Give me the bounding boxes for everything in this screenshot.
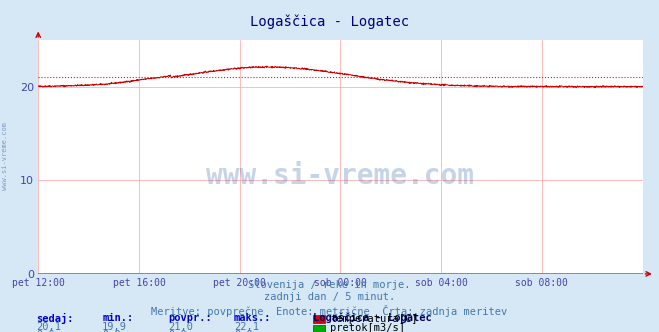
Text: www.si-vreme.com: www.si-vreme.com bbox=[2, 122, 9, 190]
Text: 22,1: 22,1 bbox=[234, 322, 259, 332]
Text: 0,0: 0,0 bbox=[36, 330, 55, 332]
Text: 0,0: 0,0 bbox=[234, 330, 252, 332]
Text: 0,0: 0,0 bbox=[102, 330, 121, 332]
Text: Meritve: povprečne  Enote: metrične  Črta: zadnja meritev: Meritve: povprečne Enote: metrične Črta:… bbox=[152, 305, 507, 317]
Text: temperatura[C]: temperatura[C] bbox=[330, 314, 418, 324]
Text: pretok[m3/s]: pretok[m3/s] bbox=[330, 323, 405, 332]
Text: 0,0: 0,0 bbox=[168, 330, 186, 332]
Text: 20,1: 20,1 bbox=[36, 322, 61, 332]
Text: Slovenija / reke in morje.: Slovenija / reke in morje. bbox=[248, 280, 411, 290]
Text: zadnji dan / 5 minut.: zadnji dan / 5 minut. bbox=[264, 292, 395, 302]
Text: Logaščica - Logatec: Logaščica - Logatec bbox=[250, 15, 409, 30]
Text: 21,0: 21,0 bbox=[168, 322, 193, 332]
Text: www.si-vreme.com: www.si-vreme.com bbox=[206, 162, 474, 190]
Text: povpr.:: povpr.: bbox=[168, 313, 212, 323]
Text: sedaj:: sedaj: bbox=[36, 313, 74, 324]
Text: min.:: min.: bbox=[102, 313, 133, 323]
Text: maks.:: maks.: bbox=[234, 313, 272, 323]
Text: Logaščica - Logatec: Logaščica - Logatec bbox=[313, 313, 432, 323]
Text: 19,9: 19,9 bbox=[102, 322, 127, 332]
